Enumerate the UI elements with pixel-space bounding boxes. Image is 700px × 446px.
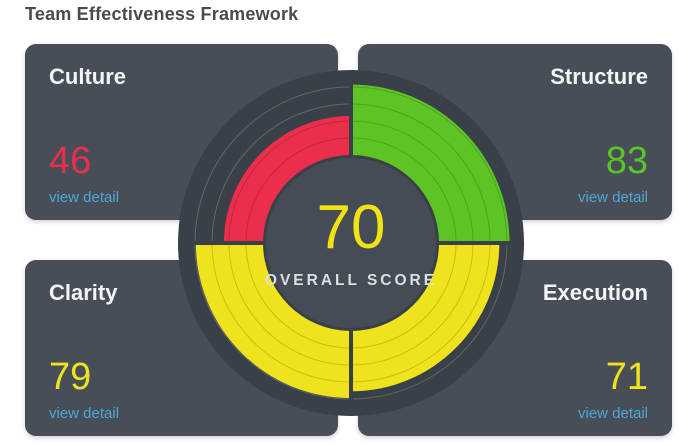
execution-view-detail-link[interactable]: view detail (577, 405, 648, 422)
gauge-wedge-structure (351, 84, 510, 244)
gauge-wedge-culture (223, 115, 351, 243)
gauge-gridline (350, 242, 508, 400)
gauge-gridline (350, 242, 474, 366)
card-clarity-title: Clarity (49, 280, 118, 305)
card-execution-title: Execution (542, 280, 648, 305)
gauge-gridline (211, 103, 352, 244)
card-culture-score: 46 (49, 140, 92, 182)
gauge-gridline (350, 86, 508, 244)
card-culture-title: Culture (49, 64, 126, 89)
card-structure-bottom: 83 view detail (382, 142, 648, 206)
gauge-gridline (245, 242, 352, 349)
card-structure-score: 83 (605, 140, 648, 182)
gauge-gridline (350, 120, 474, 244)
gauge-gridline (350, 137, 457, 244)
culture-view-detail-link[interactable]: view detail (49, 189, 120, 206)
card-execution-score: 71 (605, 356, 648, 398)
gauge-wedge-execution (351, 243, 500, 392)
quadrant-gauge-svg (178, 70, 524, 416)
gauge-gridline (245, 137, 352, 244)
gauge-gridline (350, 242, 457, 349)
card-structure-title: Structure (550, 64, 648, 89)
gauge-wedge-clarity (195, 243, 351, 399)
gauge-gridline (211, 242, 352, 383)
gauge-gridline (350, 242, 491, 383)
gauge-gridline (228, 120, 352, 244)
card-clarity-bottom: 79 view detail (49, 358, 314, 422)
structure-view-detail-link[interactable]: view detail (577, 189, 648, 206)
gauge-hub (264, 156, 438, 330)
card-culture-bottom: 46 view detail (49, 142, 314, 206)
clarity-view-detail-link[interactable]: view detail (49, 405, 120, 422)
gauge-gridline (194, 86, 352, 244)
gauge-gridline (228, 242, 352, 366)
gauge-gridline (194, 242, 352, 400)
card-clarity-score: 79 (49, 356, 92, 398)
gauge-gridline (350, 103, 491, 244)
page-title: Team Effectiveness Framework (25, 4, 299, 24)
quadrant-gauge: 70 OVERALL SCORE (176, 68, 526, 418)
card-execution-bottom: 71 view detail (382, 358, 648, 422)
